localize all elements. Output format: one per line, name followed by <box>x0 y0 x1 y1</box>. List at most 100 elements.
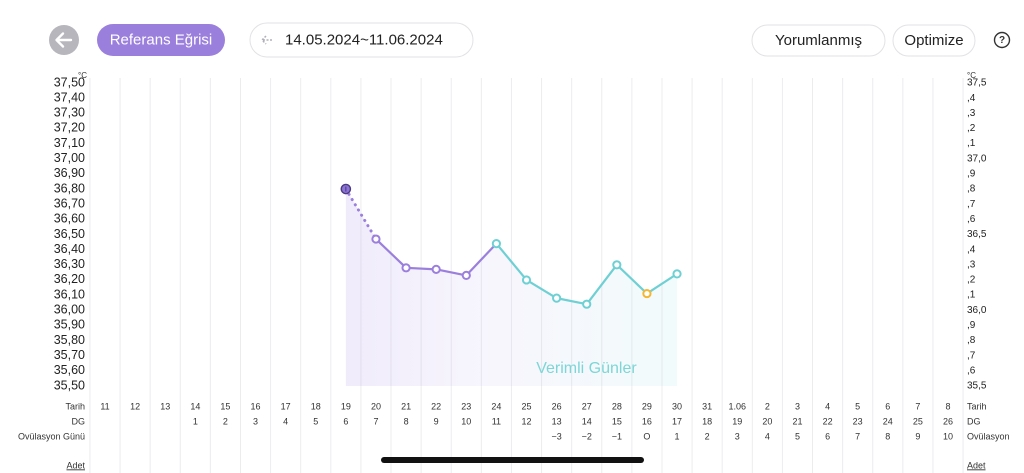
cycle-day-label: 16 <box>642 416 652 426</box>
ovulation-day-label: −1 <box>612 431 622 441</box>
y-tick-label: 36,60 <box>54 212 85 226</box>
line-segment <box>615 263 649 295</box>
y-tick-label: 36,30 <box>54 257 85 271</box>
date-label: 3 <box>795 401 800 411</box>
cycle-day-label: 25 <box>913 416 923 426</box>
y2-tick-label: ,9 <box>967 320 976 331</box>
ovulation-day-label: 7 <box>855 431 860 441</box>
date-label: 26 <box>552 401 562 411</box>
y-tick-label: 35,50 <box>54 378 85 392</box>
y-tick-label: 37,40 <box>54 90 85 104</box>
y-unit: °C <box>78 71 87 80</box>
date-label: 23 <box>461 401 471 411</box>
date-label: 7 <box>915 401 920 411</box>
line-segment <box>404 266 438 271</box>
data-point <box>491 238 501 249</box>
line-segment <box>495 242 528 282</box>
y2-tick-label: ,1 <box>967 138 976 149</box>
help-button[interactable]: ? <box>993 31 1011 49</box>
date-label: 11 <box>100 401 109 411</box>
y-tick-label: 37,10 <box>54 136 85 150</box>
ovulation-day-label: 8 <box>885 431 890 441</box>
temperature-chart: °C °C37,5037,4037,3037,2037,1037,0036,903… <box>18 71 1010 473</box>
y2-tick-label: ,4 <box>967 93 976 104</box>
y2-tick-label: ,7 <box>967 350 976 361</box>
date-label: 21 <box>401 401 411 411</box>
date-label: 31 <box>702 401 712 411</box>
y-tick-label: 37,30 <box>54 106 85 120</box>
ovulation-day-label: −2 <box>582 431 592 441</box>
y-tick-label: 36,00 <box>54 303 85 317</box>
cycle-day-label: 18 <box>702 416 712 426</box>
y-tick-label: 35,90 <box>54 318 85 332</box>
y2-tick-label: 36,5 <box>967 229 987 240</box>
ovulation-day-label: −3 <box>551 431 561 441</box>
date-label: 30 <box>672 401 682 411</box>
row-label: DG <box>72 416 86 426</box>
button-label: Optimize <box>904 32 963 49</box>
date-label: 24 <box>491 401 501 411</box>
y2-tick-label: ,6 <box>967 365 976 376</box>
y2-tick-label: 37,5 <box>967 78 987 89</box>
cycle-day-label: 20 <box>762 416 772 426</box>
ovulation-day-label: 9 <box>915 431 920 441</box>
y-tick-label: 35,70 <box>54 348 85 362</box>
line-segment <box>344 187 378 241</box>
date-label: 22 <box>431 401 441 411</box>
cycle-day-label: 1 <box>193 416 198 426</box>
row-label: Adet <box>66 460 85 470</box>
line-segment <box>435 268 468 277</box>
date-label: 6 <box>885 401 890 411</box>
y2-tick-label: ,8 <box>967 184 976 195</box>
optimize-button[interactable]: Optimize <box>892 24 976 57</box>
date-label: 8 <box>945 401 950 411</box>
date-range-picker[interactable]: 14.05.2024~11.06.2024 <box>249 22 474 58</box>
data-point <box>521 275 532 285</box>
y2-tick-label: ,9 <box>967 169 976 180</box>
date-label: 18 <box>311 401 321 411</box>
ovulation-day-label: 2 <box>705 431 710 441</box>
date-label: 2 <box>765 401 770 411</box>
cycle-day-label: 13 <box>552 416 562 426</box>
y-tick-label: 37,00 <box>54 151 85 165</box>
y2-unit: °C <box>967 71 976 80</box>
cycle-day-label: 21 <box>792 416 802 426</box>
reference-curve-button[interactable]: Referans Eğrisi <box>97 24 225 56</box>
cycle-day-label: 2 <box>223 416 228 426</box>
row-label: Adet <box>967 460 986 470</box>
y2-tick-label: 36,0 <box>967 305 987 316</box>
row-label: Ovülasyon <box>967 431 1010 441</box>
date-label: 29 <box>642 401 652 411</box>
data-point <box>401 263 411 273</box>
y2-tick-label: ,6 <box>967 214 976 225</box>
ovulation-day-label: 6 <box>825 431 830 441</box>
date-label: 25 <box>521 401 531 411</box>
cycle-day-label: 4 <box>283 416 288 426</box>
y2-tick-label: ,8 <box>967 335 976 346</box>
y2-tick-label: ,2 <box>967 123 976 134</box>
data-point <box>672 269 682 279</box>
y-tick-label: 35,80 <box>54 333 85 347</box>
y2-tick-label: ,2 <box>967 275 976 286</box>
interpreted-button[interactable]: Yorumlanmış <box>751 24 886 57</box>
ovulation-day-label: 1 <box>675 431 680 441</box>
date-label: 12 <box>130 401 140 411</box>
date-label: 27 <box>582 401 592 411</box>
row-label: Tarih <box>967 401 987 411</box>
cycle-day-label: 22 <box>823 416 833 426</box>
cycle-day-label: 5 <box>313 416 318 426</box>
y-tick-label: 36,90 <box>54 166 85 180</box>
data-point <box>612 260 622 270</box>
y2-tick-label: 37,0 <box>967 153 987 164</box>
date-label: 17 <box>281 401 291 411</box>
data-point <box>552 293 562 303</box>
date-label: 20 <box>371 401 381 411</box>
line-segment <box>525 278 558 300</box>
button-label: Yorumlanmış <box>775 32 862 49</box>
row-label: DG <box>967 416 981 426</box>
date-label: 28 <box>612 401 622 411</box>
back-button[interactable] <box>49 25 79 55</box>
cycle-day-label: 11 <box>492 416 501 426</box>
ovulation-day-label: 5 <box>795 431 800 441</box>
data-point <box>371 234 381 244</box>
